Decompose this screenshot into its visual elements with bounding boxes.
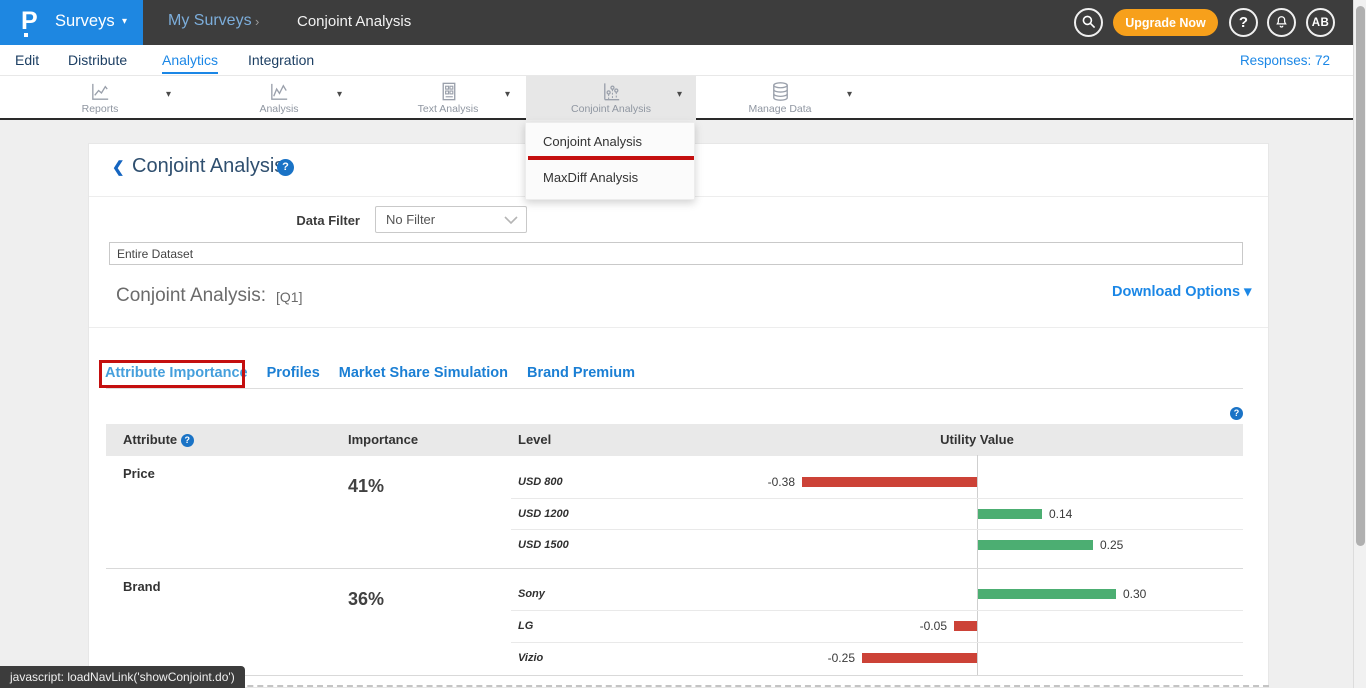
tab-attribute-importance[interactable]: Attribute Importance	[105, 365, 248, 381]
result-tabs: Attribute Importance Profiles Market Share…	[105, 364, 654, 382]
red-annotation-box	[99, 360, 245, 388]
status-link-tooltip: javascript: loadNavLink('showConjoint.do…	[0, 666, 245, 688]
toolbar-item-label: Reports	[81, 103, 119, 115]
product-name: Surveys	[55, 12, 115, 30]
breadcrumb-parent[interactable]: My Surveys	[168, 12, 252, 29]
breadcrumb-separator-icon: ›	[255, 14, 260, 29]
toolbar-item-label: Manage Data	[748, 103, 812, 115]
notifications-button[interactable]	[1267, 8, 1296, 37]
top-header-bar: P Surveys ▾ My Surveys › Conjoint Analys…	[0, 0, 1366, 45]
chevron-down-icon: ▾	[1244, 284, 1252, 300]
section-title: Conjoint Analysis:	[116, 285, 266, 306]
tab-brand-premium[interactable]: Brand Premium	[527, 365, 635, 381]
column-header-level: Level	[518, 432, 552, 447]
table-bottom-dashed-border	[88, 685, 1269, 687]
toolbar-item-manage-data[interactable]: Manage Data	[720, 76, 840, 120]
avatar-initials: AB	[1311, 17, 1330, 29]
product-switcher[interactable]: P Surveys ▾	[0, 0, 143, 45]
menu-item-maxdiff-analysis[interactable]: MaxDiff Analysis	[543, 170, 639, 185]
document-grid-icon	[442, 82, 455, 101]
data-filter-select[interactable]: No Filter	[375, 206, 527, 233]
search-button[interactable]	[1074, 8, 1103, 37]
tab-profiles[interactable]: Profiles	[266, 365, 320, 381]
attribute-help-icon[interactable]: ?	[180, 434, 194, 447]
column-header-importance: Importance	[348, 432, 419, 447]
survey-nav-bar: Responses: 72 Edit Distribute Analytics Int…	[0, 45, 1366, 76]
conjoint-analysis-dropdown-menu: Conjoint Analysis MaxDiff Analysis	[525, 122, 695, 200]
avatar[interactable]: AB	[1306, 8, 1335, 37]
toolbar-item-label: Text Analysis	[417, 103, 479, 115]
column-header-utility: Utility Value	[940, 432, 1014, 447]
menu-item-conjoint-analysis[interactable]: Conjoint Analysis	[543, 134, 642, 149]
column-header-attribute: Attribute ?	[123, 432, 194, 447]
bell-icon	[1276, 16, 1287, 28]
tab-market-share-simulation[interactable]: Market Share Simulation	[338, 365, 508, 381]
page-title: Conjoint Analysis	[132, 155, 285, 177]
toolbar-item-text-analysis[interactable]: Text Analysis	[388, 76, 508, 120]
nav-item-edit[interactable]: Edit	[15, 52, 40, 68]
brand-logo-icon: P	[21, 7, 38, 35]
download-options-label: Download Options	[1112, 284, 1241, 300]
toolbar-item-analysis[interactable]: Analysis	[219, 76, 339, 120]
chevron-down-icon: ▾	[122, 16, 128, 27]
toolbar-item-reports[interactable]: Reports	[40, 76, 160, 120]
trend-chart-icon	[270, 83, 287, 100]
help-button[interactable]: ?	[1229, 8, 1258, 37]
toolbar-caret-icon[interactable]: ▾	[505, 89, 511, 100]
title-help-icon[interactable]: ?	[277, 159, 294, 176]
toolbar-caret-icon[interactable]: ▾	[337, 89, 343, 100]
nav-item-analytics[interactable]: Analytics	[162, 46, 219, 74]
section-question-code: [Q1]	[276, 289, 303, 305]
back-icon[interactable]: ❮	[112, 159, 125, 176]
vertical-scrollbar[interactable]	[1353, 0, 1366, 688]
nav-item-integration[interactable]: Integration	[248, 52, 315, 68]
toolbar-caret-icon[interactable]: ▾	[166, 89, 172, 100]
data-filter-label: Data Filter	[296, 213, 360, 228]
scrollbar-thumb[interactable]	[1356, 6, 1365, 546]
dataset-input[interactable]	[109, 242, 1243, 265]
toolbar-caret-icon[interactable]: ▾	[847, 89, 853, 100]
database-icon	[772, 82, 788, 101]
divider	[89, 327, 1268, 328]
download-options-button[interactable]: Download Options ▾	[1112, 284, 1251, 300]
select-chevron-icon	[504, 216, 518, 225]
red-annotation-line	[528, 156, 694, 160]
table-header-row: Attribute ? Importance Level Utility Val…	[106, 424, 1243, 455]
toolbar-item-label: Analysis	[259, 103, 299, 115]
tabs-underline	[106, 388, 1243, 389]
toolbar-item-conjoint-analysis[interactable]: Conjoint Analysis	[526, 76, 696, 120]
toolbar-caret-icon[interactable]: ▾	[677, 89, 683, 100]
table-help-icon[interactable]: ?	[1230, 407, 1243, 420]
help-icon: ?	[1238, 14, 1249, 31]
nav-item-distribute[interactable]: Distribute	[68, 52, 128, 68]
toolbar-item-label: Conjoint Analysis	[571, 103, 651, 115]
analytics-toolbar: Reports ▾ Analysis ▾ Text Analysis ▾ Conjoint …	[0, 76, 1366, 120]
brand-logo-dot	[24, 33, 28, 37]
data-filter-value: No Filter	[386, 212, 436, 227]
upgrade-now-button[interactable]: Upgrade Now	[1113, 9, 1218, 36]
responses-count[interactable]: Responses: 72	[1239, 53, 1330, 68]
search-icon	[1082, 15, 1095, 29]
scatter-chart-icon	[603, 83, 619, 101]
breadcrumb-current: Conjoint Analysis	[297, 13, 412, 30]
line-chart-icon	[91, 83, 108, 100]
